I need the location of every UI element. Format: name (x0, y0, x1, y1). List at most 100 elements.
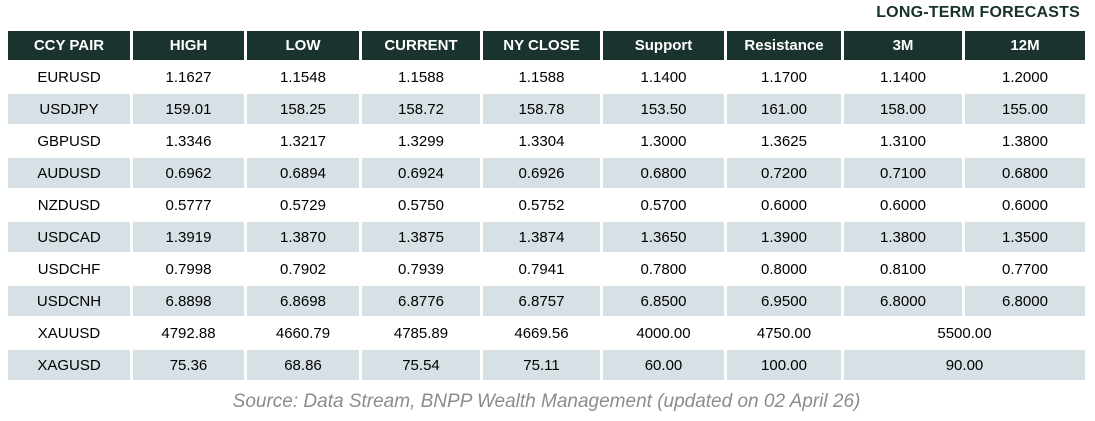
cell-pair: GBPUSD (8, 126, 130, 156)
cell-resistance: 0.8000 (727, 254, 841, 284)
cell-ny-close: 4669.56 (483, 318, 600, 348)
cell-low: 158.25 (247, 94, 359, 124)
cell-current: 75.54 (362, 350, 480, 380)
cell-m12: 1.3800 (965, 126, 1085, 156)
cell-pair: USDJPY (8, 94, 130, 124)
cell-low: 0.6894 (247, 158, 359, 188)
cell-pair: XAUUSD (8, 318, 130, 348)
cell-ny-close: 0.6926 (483, 158, 600, 188)
cell-current: 1.1588 (362, 62, 480, 92)
table-header: CCY PAIR HIGH LOW CURRENT NY CLOSE Suppo… (8, 31, 1085, 60)
cell-m3: 1.3100 (844, 126, 962, 156)
cell-m12: 6.8000 (965, 286, 1085, 316)
cell-support: 1.1400 (603, 62, 724, 92)
cell-resistance: 100.00 (727, 350, 841, 380)
cell-resistance: 1.3900 (727, 222, 841, 252)
col-header-ccy-pair: CCY PAIR (8, 31, 130, 60)
header-row: CCY PAIR HIGH LOW CURRENT NY CLOSE Suppo… (8, 31, 1085, 60)
cell-high: 4792.88 (133, 318, 244, 348)
cell-current: 1.3299 (362, 126, 480, 156)
cell-high: 0.5777 (133, 190, 244, 220)
cell-m3: 0.6000 (844, 190, 962, 220)
col-header-current: CURRENT (362, 31, 480, 60)
table-row-nzdusd: NZDUSD 0.5777 0.5729 0.5750 0.5752 0.5700 0.60… (8, 190, 1085, 220)
col-header-high: HIGH (133, 31, 244, 60)
cell-m3: 1.3800 (844, 222, 962, 252)
cell-support: 1.3650 (603, 222, 724, 252)
cell-ny-close: 1.3874 (483, 222, 600, 252)
col-header-12m: 12M (965, 31, 1085, 60)
cell-ny-close: 158.78 (483, 94, 600, 124)
cell-resistance: 1.3625 (727, 126, 841, 156)
cell-current: 158.72 (362, 94, 480, 124)
col-header-support: Support (603, 31, 724, 60)
cell-support: 0.5700 (603, 190, 724, 220)
table-row-eurusd: EURUSD 1.1627 1.1548 1.1588 1.1588 1.1400 1.17… (8, 62, 1085, 92)
cell-m12: 0.7700 (965, 254, 1085, 284)
table-row-xauusd: XAUUSD 4792.88 4660.79 4785.89 4669.56 4000.0… (8, 318, 1085, 348)
cell-low: 1.3870 (247, 222, 359, 252)
cell-pair: USDCHF (8, 254, 130, 284)
cell-ny-close: 1.3304 (483, 126, 600, 156)
cell-low: 0.5729 (247, 190, 359, 220)
table-row-usdcnh: USDCNH 6.8898 6.8698 6.8776 6.8757 6.8500 6.95… (8, 286, 1085, 316)
cell-low: 0.7902 (247, 254, 359, 284)
cell-support: 153.50 (603, 94, 724, 124)
col-header-ny-close: NY CLOSE (483, 31, 600, 60)
fx-forecast-table: CCY PAIR HIGH LOW CURRENT NY CLOSE Suppo… (5, 29, 1088, 382)
cell-support: 6.8500 (603, 286, 724, 316)
cell-m3: 1.1400 (844, 62, 962, 92)
cell-current: 1.3875 (362, 222, 480, 252)
table-row-xagusd: XAGUSD 75.36 68.86 75.54 75.11 60.00 100.00 90.… (8, 350, 1085, 380)
table-row-gbpusd: GBPUSD 1.3346 1.3217 1.3299 1.3304 1.3000 1.36… (8, 126, 1085, 156)
cell-current: 0.7939 (362, 254, 480, 284)
cell-low: 68.86 (247, 350, 359, 380)
cell-pair: AUDUSD (8, 158, 130, 188)
cell-m12: 1.2000 (965, 62, 1085, 92)
cell-low: 4660.79 (247, 318, 359, 348)
cell-high: 1.3919 (133, 222, 244, 252)
cell-low: 6.8698 (247, 286, 359, 316)
cell-m3: 158.00 (844, 94, 962, 124)
cell-pair: EURUSD (8, 62, 130, 92)
cell-resistance: 1.1700 (727, 62, 841, 92)
cell-high: 0.6962 (133, 158, 244, 188)
col-header-resistance: Resistance (727, 31, 841, 60)
cell-m3: 0.7100 (844, 158, 962, 188)
source-note: Source: Data Stream, BNPP Wealth Managem… (232, 391, 861, 412)
cell-pair: XAGUSD (8, 350, 130, 380)
cell-high: 75.36 (133, 350, 244, 380)
cell-m12: 0.6000 (965, 190, 1085, 220)
cell-m3: 0.8100 (844, 254, 962, 284)
cell-high: 159.01 (133, 94, 244, 124)
cell-current: 6.8776 (362, 286, 480, 316)
cell-support: 60.00 (603, 350, 724, 380)
col-header-3m: 3M (844, 31, 962, 60)
cell-current: 0.5750 (362, 190, 480, 220)
cell-support: 1.3000 (603, 126, 724, 156)
cell-m12: 155.00 (965, 94, 1085, 124)
cell-high: 1.3346 (133, 126, 244, 156)
cell-m12: 1.3500 (965, 222, 1085, 252)
cell-current: 4785.89 (362, 318, 480, 348)
cell-ny-close: 1.1588 (483, 62, 600, 92)
cell-resistance: 6.9500 (727, 286, 841, 316)
table-row-usdcad: USDCAD 1.3919 1.3870 1.3875 1.3874 1.3650 1.39… (8, 222, 1085, 252)
cell-m12: 0.6800 (965, 158, 1085, 188)
cell-m3: 6.8000 (844, 286, 962, 316)
cell-support: 4000.00 (603, 318, 724, 348)
cell-high: 1.1627 (133, 62, 244, 92)
cell-forecast-merged: 5500.00 (844, 318, 1085, 348)
cell-ny-close: 6.8757 (483, 286, 600, 316)
table-row-audusd: AUDUSD 0.6962 0.6894 0.6924 0.6926 0.6800 0.72… (8, 158, 1085, 188)
cell-resistance: 0.6000 (727, 190, 841, 220)
cell-current: 0.6924 (362, 158, 480, 188)
cell-ny-close: 0.5752 (483, 190, 600, 220)
cell-ny-close: 75.11 (483, 350, 600, 380)
cell-pair: NZDUSD (8, 190, 130, 220)
long-term-forecasts-title: LONG-TERM FORECASTS (876, 4, 1080, 21)
cell-low: 1.1548 (247, 62, 359, 92)
cell-support: 0.7800 (603, 254, 724, 284)
cell-pair: USDCNH (8, 286, 130, 316)
